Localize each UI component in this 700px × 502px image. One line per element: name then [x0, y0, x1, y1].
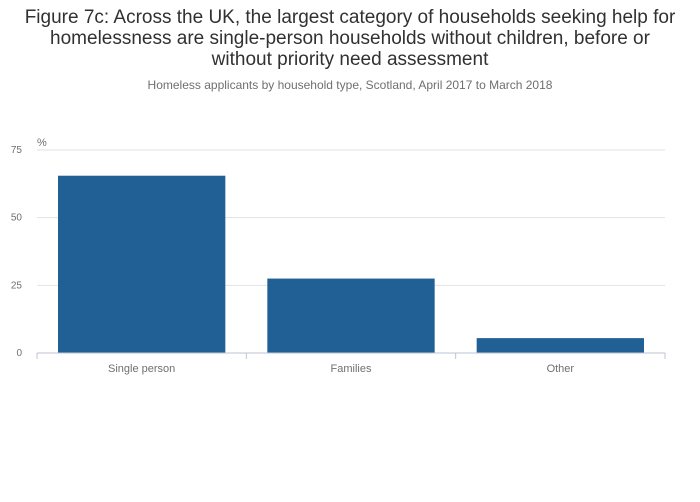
- chart-title: Figure 7c: Across the UK, the largest ca…: [24, 7, 676, 70]
- y-tick-label: 75: [11, 145, 23, 156]
- x-tick-label: Single person: [108, 363, 175, 375]
- bar: [58, 175, 226, 353]
- y-tick-label: 25: [11, 280, 23, 291]
- y-tick-label: 0: [16, 348, 22, 359]
- chart-subtitle: Homeless applicants by household type, S…: [147, 78, 553, 92]
- y-tick-label: 50: [11, 213, 23, 224]
- x-tick-label: Families: [331, 363, 372, 375]
- x-tick-label: Other: [547, 363, 575, 375]
- bar: [267, 278, 435, 353]
- y-axis-label: %: [37, 137, 47, 149]
- bar: [476, 338, 644, 353]
